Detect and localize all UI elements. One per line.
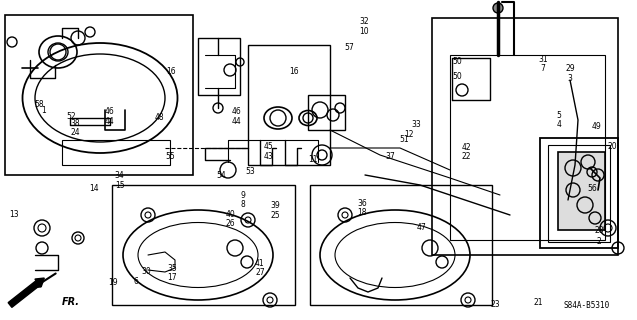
Text: 15: 15 [115, 181, 125, 190]
Bar [450, 55, 605, 240]
Text: 5: 5 [557, 111, 562, 120]
Text: 33: 33 [411, 120, 421, 129]
Bar [432, 18, 618, 255]
Text: 32: 32 [359, 17, 369, 26]
Text: 40: 40 [225, 210, 236, 219]
Text: 20: 20 [608, 142, 618, 151]
Text: 30: 30 [141, 267, 152, 276]
Text: 51: 51 [399, 135, 409, 144]
Text: 42: 42 [461, 143, 471, 152]
Bar [558, 152, 605, 230]
Text: 44: 44 [104, 117, 115, 126]
Text: 55: 55 [166, 152, 176, 161]
Text: 38: 38 [70, 119, 80, 128]
Bar [248, 45, 330, 165]
Text: 4: 4 [557, 120, 562, 129]
Text: 2: 2 [596, 237, 601, 246]
Text: 27: 27 [255, 268, 265, 277]
Text: 31: 31 [538, 55, 548, 64]
Text: 19: 19 [108, 278, 118, 287]
Bar [540, 138, 618, 248]
Text: 1: 1 [41, 106, 46, 115]
Text: 34: 34 [115, 171, 125, 180]
Text: 10: 10 [359, 27, 369, 36]
Text: 47: 47 [417, 223, 427, 232]
Text: 29: 29 [565, 64, 575, 73]
Text: 48: 48 [154, 113, 164, 122]
Text: 46: 46 [104, 108, 115, 116]
Bar [310, 185, 492, 305]
Text: 24: 24 [70, 128, 80, 137]
Text: FR.: FR. [62, 297, 80, 307]
Bar [62, 140, 170, 165]
Text: 49: 49 [591, 122, 601, 131]
Bar [112, 185, 295, 305]
Text: 16: 16 [289, 68, 299, 76]
FancyArrow shape [8, 278, 45, 307]
Text: 36: 36 [357, 199, 367, 208]
Text: 11: 11 [309, 156, 318, 164]
Text: 28: 28 [594, 226, 603, 235]
Text: 14: 14 [89, 184, 99, 193]
Text: S84A-B5310: S84A-B5310 [564, 301, 610, 310]
Text: 9: 9 [241, 191, 246, 200]
Text: 7: 7 [540, 64, 545, 73]
Text: 18: 18 [357, 208, 366, 217]
Bar [5, 15, 193, 175]
Bar [548, 145, 610, 242]
Text: 53: 53 [245, 167, 255, 176]
Text: 22: 22 [462, 152, 471, 161]
Text: 8: 8 [241, 200, 246, 209]
Text: 50: 50 [452, 57, 462, 66]
Text: 35: 35 [167, 264, 177, 273]
Bar [198, 38, 240, 95]
Text: 25: 25 [270, 211, 280, 220]
Text: 6: 6 [133, 277, 138, 286]
Text: 46: 46 [232, 108, 242, 116]
Text: 43: 43 [264, 152, 274, 161]
Text: 52: 52 [66, 112, 76, 121]
Text: 13: 13 [9, 210, 19, 219]
Text: 45: 45 [264, 142, 274, 151]
Text: 3: 3 [568, 74, 573, 83]
Text: 16: 16 [166, 68, 176, 76]
Text: 56: 56 [587, 184, 598, 193]
Text: 44: 44 [232, 117, 242, 126]
Text: 37: 37 [385, 152, 395, 161]
Text: 57: 57 [344, 43, 354, 52]
Circle shape [493, 3, 503, 13]
Text: 23: 23 [490, 300, 501, 309]
Text: 17: 17 [167, 273, 177, 282]
Text: 26: 26 [225, 220, 236, 228]
Text: 54: 54 [217, 171, 227, 180]
Text: 41: 41 [255, 259, 265, 268]
Bar [308, 95, 345, 130]
Text: 12: 12 [404, 130, 413, 139]
Text: 39: 39 [270, 201, 280, 210]
Text: 58: 58 [34, 100, 45, 109]
Text: 50: 50 [452, 72, 462, 81]
Text: 21: 21 [534, 298, 543, 307]
